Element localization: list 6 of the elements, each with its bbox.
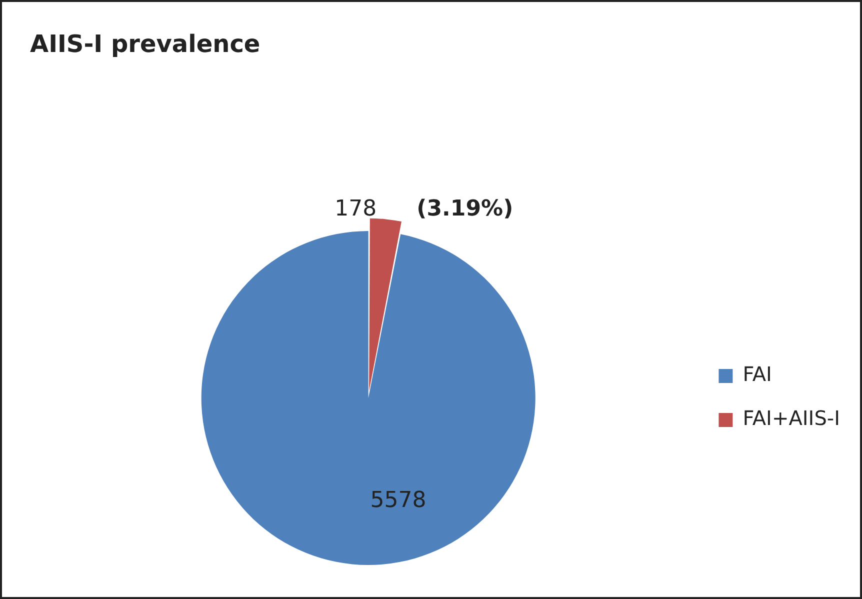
data-label: 5578 bbox=[370, 488, 426, 513]
legend-label: FAI bbox=[742, 362, 772, 386]
text: (3.19%) bbox=[416, 196, 514, 222]
chart-title: AIIS-I prevalence bbox=[30, 30, 260, 58]
data-label: 178 bbox=[334, 196, 377, 222]
legend-label: FAI+AIIS-I bbox=[742, 406, 840, 430]
